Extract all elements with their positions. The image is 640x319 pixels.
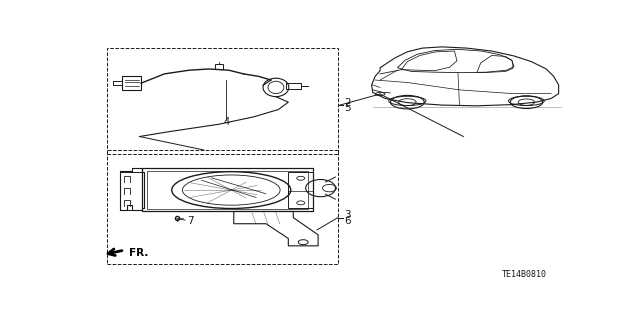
Text: 6: 6 — [344, 216, 351, 226]
Text: 5: 5 — [344, 103, 351, 113]
Text: 2: 2 — [344, 98, 351, 108]
Text: 4: 4 — [223, 117, 229, 127]
Text: 7: 7 — [187, 216, 193, 226]
Text: 3: 3 — [344, 210, 351, 220]
Text: FR.: FR. — [129, 248, 148, 258]
Text: TE14B0810: TE14B0810 — [501, 270, 547, 278]
